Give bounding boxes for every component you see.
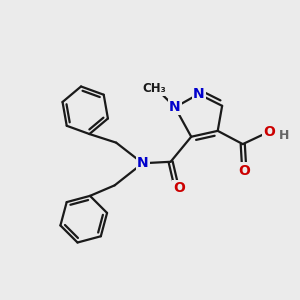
- Text: CH₃: CH₃: [142, 82, 166, 95]
- Text: N: N: [193, 87, 204, 101]
- Text: O: O: [263, 125, 275, 139]
- Text: N: N: [169, 100, 181, 114]
- Text: O: O: [238, 164, 250, 178]
- Text: O: O: [173, 181, 185, 195]
- Text: H: H: [279, 129, 289, 142]
- Text: N: N: [137, 156, 148, 170]
